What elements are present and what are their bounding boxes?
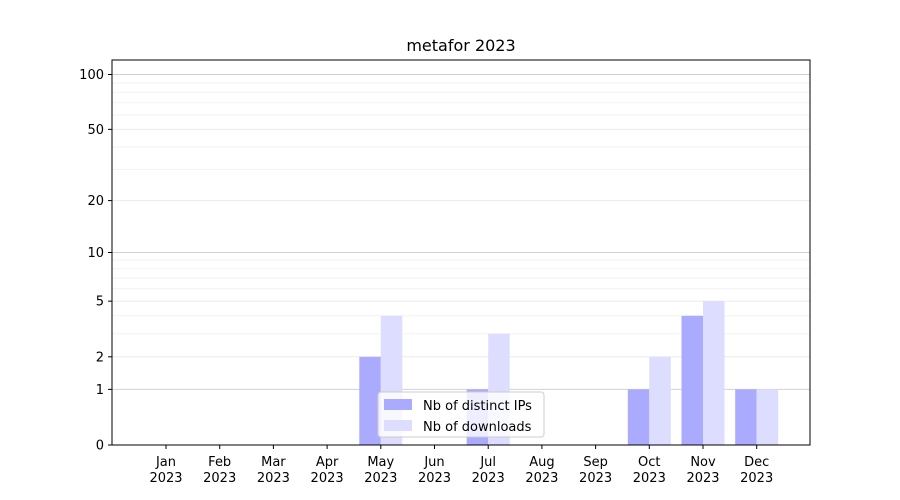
axes: 0 1 2 5 10 20 50 100 Jan 2023 Feb 2023 Mar 2023 Apr 202… bbox=[79, 59, 811, 486]
bar bbox=[649, 356, 671, 445]
bar bbox=[735, 389, 757, 445]
chart-title: metafor 2023 bbox=[406, 36, 515, 55]
x-tick-label: Jun 2023 bbox=[418, 455, 451, 486]
y-tick-label: 50 bbox=[87, 123, 104, 138]
x-tick-label: Oct 2023 bbox=[633, 455, 666, 486]
x-tick-label: Mar 2023 bbox=[257, 455, 290, 486]
y-tick-label: 2 bbox=[96, 350, 104, 365]
bar bbox=[681, 315, 703, 445]
legend-label: Nb of distinct IPs bbox=[423, 399, 532, 414]
y-tick-label: 10 bbox=[87, 246, 104, 261]
x-tick-label: May 2023 bbox=[364, 455, 397, 486]
x-tick-label: Nov 2023 bbox=[686, 455, 719, 486]
legend-label: Nb of downloads bbox=[423, 420, 532, 435]
x-tick-label: Aug 2023 bbox=[525, 455, 558, 486]
x-tick-label: Sep 2023 bbox=[579, 455, 612, 486]
bar bbox=[359, 356, 381, 445]
y-tick-label: 0 bbox=[96, 439, 104, 454]
legend: Nb of distinct IPs Nb of downloads bbox=[377, 391, 545, 438]
y-tick-label: 5 bbox=[96, 295, 104, 310]
x-tick-label: Jan 2023 bbox=[149, 455, 182, 486]
legend-box bbox=[377, 391, 545, 438]
bar bbox=[627, 389, 650, 445]
legend-swatch bbox=[384, 420, 412, 431]
x-tick-label: Jul 2023 bbox=[472, 455, 505, 486]
y-tick-label: 1 bbox=[96, 383, 104, 398]
y-tick-label: 100 bbox=[79, 68, 104, 83]
bar bbox=[756, 389, 779, 445]
x-tick-label: Dec 2023 bbox=[740, 455, 773, 486]
x-tick-label: Apr 2023 bbox=[311, 455, 344, 486]
bar bbox=[703, 301, 725, 445]
legend-swatch bbox=[384, 399, 412, 410]
y-tick-label: 20 bbox=[87, 194, 104, 209]
x-tick-label: Feb 2023 bbox=[203, 455, 236, 486]
